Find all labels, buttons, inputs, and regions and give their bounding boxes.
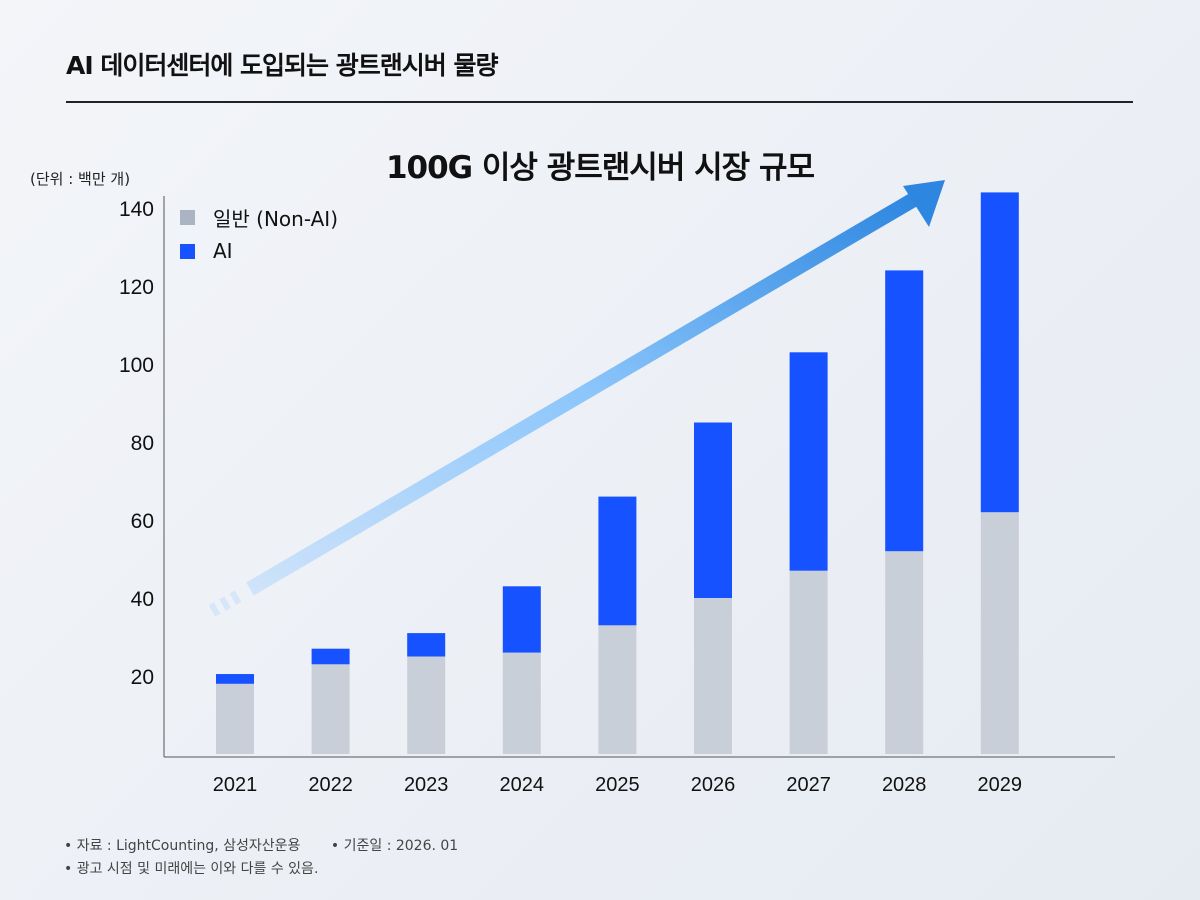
x-tick-label: 2029 [978,774,1023,796]
footnote-source-row: • 자료 : LightCounting, 삼성자산운용 • 기준일 : 202… [64,835,458,855]
bar-non-ai-2025 [598,625,637,754]
bar-ai-2027 [789,352,828,571]
legend-item-ai: AI [180,234,338,268]
legend-label-non-ai: 일반 (Non-AI) [213,206,338,231]
footnote-date: • 기준일 : 2026. 01 [330,838,459,854]
footnote-source: • 자료 : LightCounting, 삼성자산운용 [64,838,301,854]
bar-ai-2024 [502,586,541,653]
x-tick-label: 2022 [308,774,353,796]
bar-non-ai-2022 [311,664,350,754]
bar-non-ai-2028 [885,551,924,754]
y-tick-label: 120 [119,276,154,299]
bar-non-ai-2023 [407,656,446,754]
bar-ai-2021 [216,674,254,684]
chart-title: 100G 이상 광트랜시버 시장 규모 [385,150,815,186]
bar-ai-2029 [980,192,1019,513]
footnote-disclaimer: • 광고 시점 및 미래에는 이와 다를 수 있음. [64,861,319,877]
y-tick-label: 20 [131,666,154,689]
x-tick-label: 2025 [595,774,640,796]
y-tick-label: 40 [131,588,154,611]
legend-item-non-ai: 일반 (Non-AI) [180,200,338,234]
bar-non-ai-2026 [694,598,732,754]
y-tick-label: 100 [119,354,154,377]
page-title: AI 데이터센터에 도입되는 광트랜시버 물량 [66,51,498,80]
bar-non-ai-2029 [980,512,1019,754]
legend-label-ai: AI [213,239,233,263]
y-tick-label: 80 [131,432,154,455]
bar-non-ai-2027 [789,570,828,754]
bar-non-ai-2024 [502,652,541,754]
legend-swatch-non-ai [180,209,195,225]
bar-ai-2023 [407,633,446,657]
bar-non-ai-2021 [216,683,254,754]
x-tick-label: 2023 [404,774,449,796]
bar-ai-2022 [311,648,350,665]
legend-swatch-ai [180,243,195,259]
title-divider [66,101,1133,103]
x-tick-label: 2021 [213,774,258,796]
x-tick-label: 2027 [786,774,831,796]
legend: 일반 (Non-AI) AI [180,200,338,268]
y-tick-label: 140 [119,198,154,221]
x-tick-label: 2024 [500,774,545,796]
x-tick-label: 2028 [882,774,927,796]
unit-label: (단위 : 백만 개) [30,170,131,188]
bar-ai-2026 [694,422,732,598]
bar-ai-2028 [885,270,924,552]
x-tick-label: 2026 [691,774,736,796]
trend-arrow [208,180,945,617]
bar-ai-2025 [598,496,637,626]
y-tick-label: 60 [131,510,154,533]
